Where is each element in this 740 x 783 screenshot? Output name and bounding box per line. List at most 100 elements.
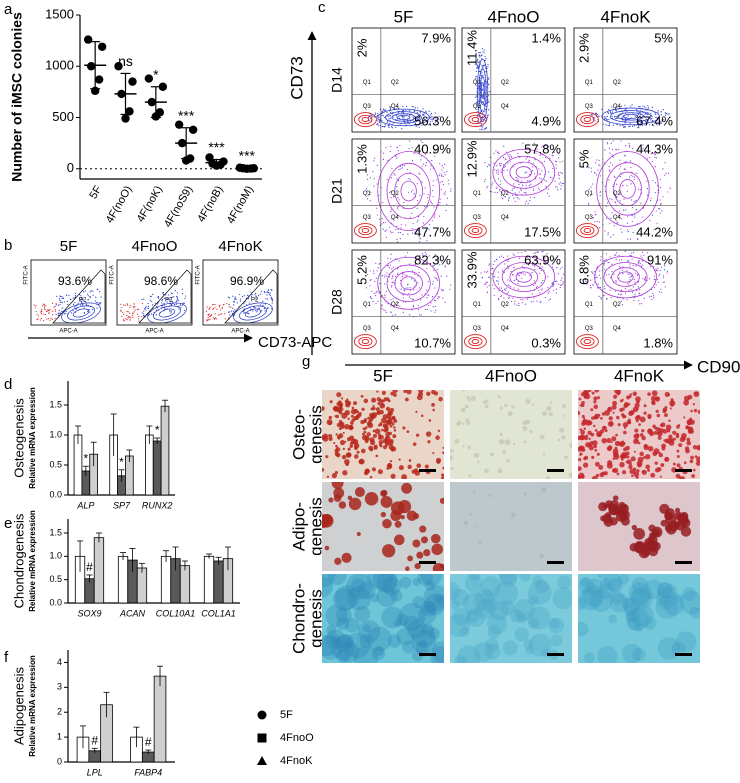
cell-event bbox=[143, 310, 145, 312]
x-tick-label: 4F(noB) bbox=[195, 184, 225, 224]
cell-event bbox=[646, 188, 649, 190]
cell-event bbox=[382, 108, 384, 110]
cell-event bbox=[643, 297, 645, 299]
q2-percent: 63.9% bbox=[524, 252, 561, 267]
cell-event bbox=[627, 238, 629, 240]
cell-event bbox=[503, 288, 506, 290]
stain-blob bbox=[605, 512, 612, 519]
quadrant-name: Q4 bbox=[613, 326, 622, 332]
stain-blob bbox=[593, 404, 599, 410]
cell-event bbox=[234, 296, 236, 298]
axis-name: APC-A bbox=[59, 329, 77, 335]
cell-event bbox=[211, 304, 214, 306]
q4-percent: 67.4% bbox=[636, 113, 673, 128]
stain-blob bbox=[392, 434, 397, 439]
cell-event bbox=[212, 307, 214, 309]
cell-event bbox=[593, 117, 596, 119]
cell-event bbox=[252, 310, 254, 312]
cell-event bbox=[649, 124, 651, 126]
cell-event bbox=[217, 314, 219, 316]
cell-event bbox=[499, 287, 501, 289]
stain-blob bbox=[407, 619, 427, 639]
stain-blob bbox=[606, 438, 612, 444]
data-point bbox=[181, 156, 191, 165]
stain-blob bbox=[637, 541, 644, 548]
cell-event bbox=[372, 170, 374, 173]
cell-event bbox=[594, 172, 596, 175]
cell-event bbox=[141, 302, 144, 305]
cell-event bbox=[622, 124, 624, 126]
cell-event bbox=[230, 310, 232, 312]
cell-event bbox=[606, 119, 608, 121]
stain-blob bbox=[686, 437, 691, 442]
cell-event bbox=[400, 168, 402, 170]
stain-blob bbox=[407, 464, 412, 470]
cell-event bbox=[270, 297, 272, 299]
q4-percent: 17.5% bbox=[524, 224, 561, 239]
cell-event bbox=[500, 194, 503, 197]
cell-event bbox=[420, 159, 422, 161]
y-tick-label: 1 bbox=[57, 731, 62, 741]
cell-event bbox=[439, 259, 442, 261]
stain-blob bbox=[596, 431, 603, 437]
cell-event bbox=[608, 273, 610, 276]
cell-event bbox=[484, 178, 486, 181]
stain-blob bbox=[630, 587, 650, 607]
cell-event bbox=[624, 104, 626, 106]
stain-blob bbox=[439, 497, 444, 504]
cell-event bbox=[509, 154, 511, 156]
cell-event bbox=[479, 56, 481, 58]
cell-event bbox=[412, 305, 414, 307]
cell-event bbox=[528, 184, 530, 187]
stain-blob bbox=[621, 440, 625, 444]
cell-event bbox=[436, 119, 438, 121]
contour bbox=[480, 82, 485, 99]
cell-event bbox=[615, 281, 617, 283]
cell-event bbox=[427, 194, 429, 196]
cell-event bbox=[397, 228, 399, 230]
cell-event bbox=[49, 309, 51, 311]
cell-event bbox=[432, 283, 434, 285]
cell-event bbox=[266, 291, 268, 293]
cell-event bbox=[430, 200, 432, 202]
gate-label: P2 bbox=[251, 298, 259, 304]
cell-event bbox=[559, 181, 561, 183]
cell-event bbox=[558, 171, 560, 174]
stain-blob bbox=[597, 574, 606, 579]
contour bbox=[463, 334, 487, 349]
cell-event bbox=[624, 250, 626, 252]
stain-blob bbox=[668, 434, 673, 439]
cell-event bbox=[603, 118, 606, 120]
cell-event bbox=[481, 89, 483, 91]
cell-event bbox=[376, 183, 378, 185]
cell-event bbox=[660, 288, 662, 290]
cell-event bbox=[611, 164, 614, 166]
stain-blob bbox=[661, 446, 666, 451]
cell-event bbox=[513, 279, 516, 281]
cell-event bbox=[617, 115, 620, 117]
cell-event bbox=[658, 291, 660, 293]
cell-event bbox=[592, 183, 594, 185]
cell-event bbox=[506, 292, 508, 294]
stain-blob bbox=[371, 646, 386, 661]
cell-event bbox=[172, 296, 174, 298]
stain-blob bbox=[518, 574, 531, 582]
x-tick-label: ALP bbox=[76, 500, 94, 510]
cell-event bbox=[378, 125, 380, 127]
legend-label: 5F bbox=[280, 709, 293, 721]
stain-blob bbox=[336, 617, 350, 631]
stain-blob bbox=[525, 398, 531, 404]
cell-event bbox=[497, 297, 499, 300]
stain-blob bbox=[462, 422, 465, 425]
cell-event bbox=[637, 286, 639, 288]
cell-event bbox=[611, 198, 613, 200]
cell-event bbox=[397, 272, 399, 275]
stain-blob bbox=[679, 590, 700, 615]
cell-event bbox=[623, 125, 625, 127]
cell-event bbox=[482, 125, 484, 127]
cell-event bbox=[423, 215, 425, 218]
cell-event bbox=[660, 291, 663, 294]
cell-event bbox=[544, 157, 547, 159]
cell-event bbox=[120, 310, 122, 312]
cell-event bbox=[396, 268, 399, 270]
